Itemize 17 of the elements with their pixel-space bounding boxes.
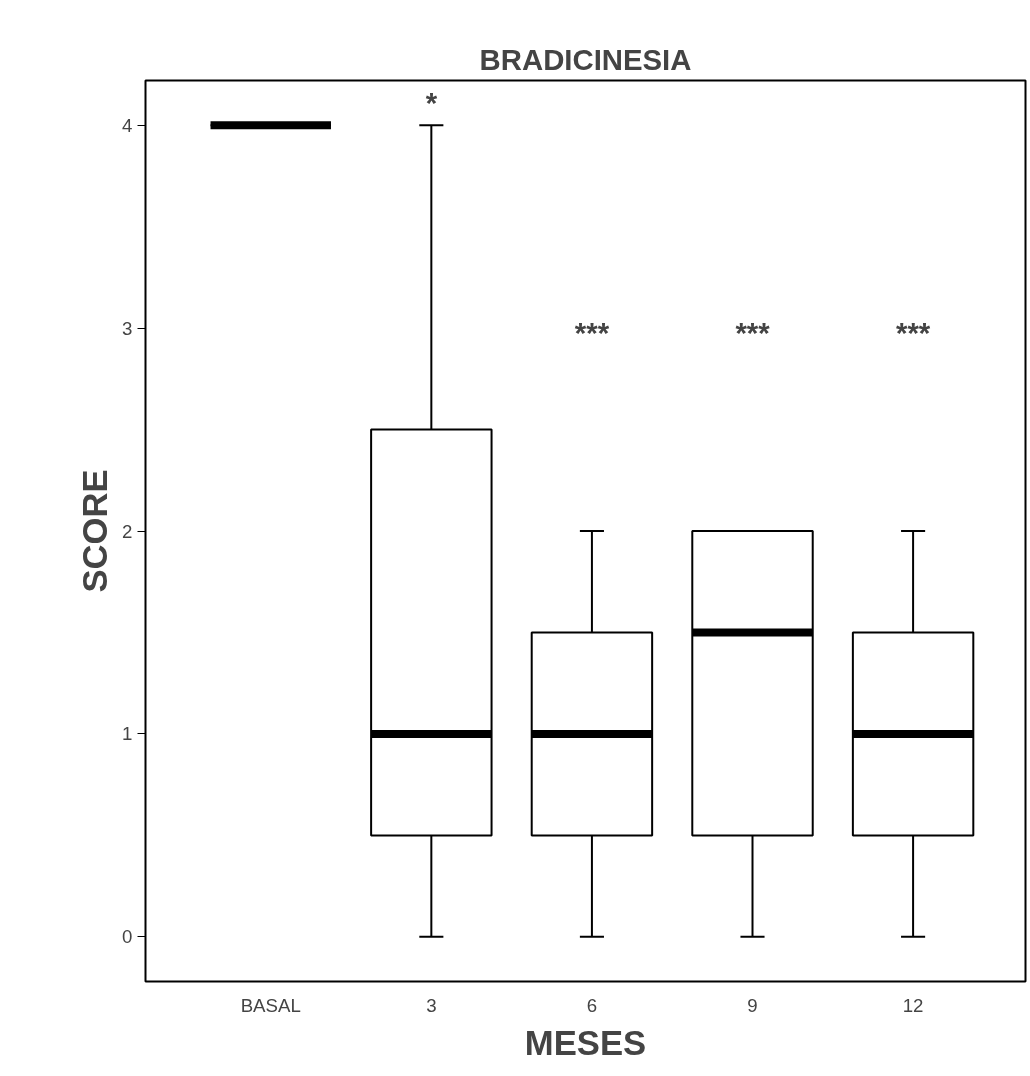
y-tick-label: 0 <box>122 926 133 948</box>
annotation: *** <box>574 316 610 350</box>
x-tick-label: 9 <box>747 994 758 1016</box>
annotation: *** <box>895 316 931 350</box>
x-tick-label: BASAL <box>240 994 301 1016</box>
annotation: * <box>425 86 438 120</box>
y-tick-label: 3 <box>122 317 133 339</box>
y-tick-label: 2 <box>122 520 133 542</box>
x-tick-label: 12 <box>902 994 924 1016</box>
annotation: *** <box>735 316 771 350</box>
x-tick-label: 6 <box>586 994 598 1016</box>
x-axis-title: MESES <box>524 1023 647 1062</box>
y-axis-title: SCORE <box>76 469 115 593</box>
y-tick-label: 1 <box>122 723 133 745</box>
chart-title: BRADICINESIA <box>479 42 692 76</box>
y-tick-label: 4 <box>122 114 133 136</box>
x-tick-label: 3 <box>426 994 437 1016</box>
